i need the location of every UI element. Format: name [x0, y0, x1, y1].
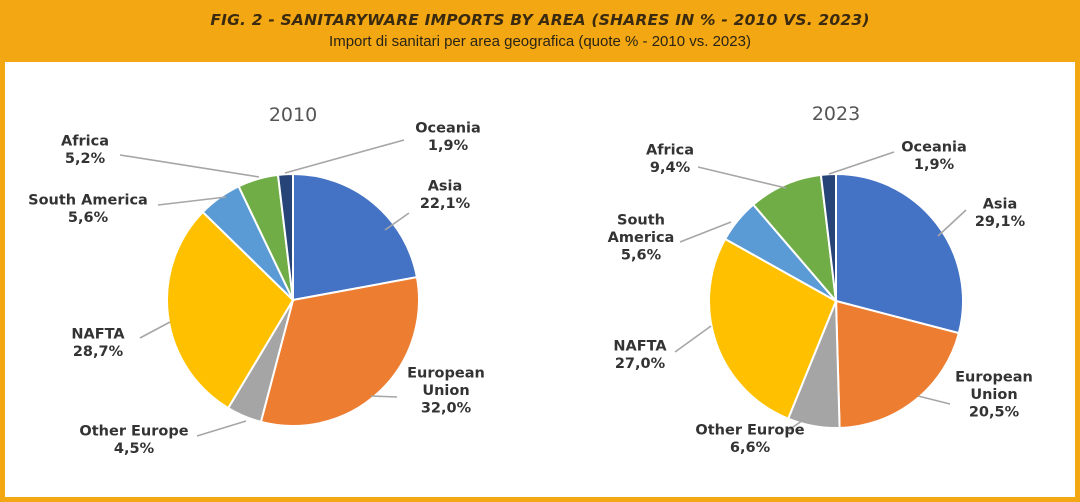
- pie-chart-2010: 2010 Asia 22,1% European Union 32,0% Other Eur…: [28, 104, 485, 457]
- slice-nafta: [166, 210, 295, 410]
- label-line: 5,6%: [621, 248, 662, 264]
- label-line: South: [617, 213, 665, 229]
- label-line: Union: [970, 387, 1017, 403]
- figure-title: FIG. 2 - SANITARYWARE IMPORTS BY AREA (S…: [210, 11, 870, 29]
- slice-european-union: [259, 276, 420, 427]
- data-label-africa: Africa 9,4%: [646, 142, 694, 176]
- label-line: Africa: [61, 133, 109, 149]
- chart-title: 2010: [269, 104, 317, 126]
- data-label-south-america: South America 5,6%: [608, 213, 675, 264]
- data-label-oceania: Oceania 1,9%: [415, 120, 481, 154]
- data-label-european-union: European Union 20,5%: [955, 370, 1033, 421]
- label-line: 27,0%: [615, 356, 666, 372]
- label-line: 22,1%: [420, 196, 471, 212]
- leader-line-oceania: [828, 151, 895, 175]
- label-line: Oceania: [415, 120, 481, 136]
- label-line: Oceania: [901, 139, 967, 155]
- leader-line-oceania: [284, 139, 405, 174]
- leader-line-asia: [384, 212, 410, 231]
- label-line: European: [407, 366, 485, 382]
- data-label-european-union: European Union 32,0%: [407, 366, 485, 417]
- slice-oceania: [819, 172, 837, 302]
- label-line: 28,7%: [73, 344, 124, 360]
- data-label-asia: Asia 22,1%: [420, 178, 471, 212]
- data-label-nafta: NAFTA 27,0%: [613, 338, 667, 372]
- slice-asia: [835, 172, 964, 335]
- leader-line-nafta: [674, 325, 712, 353]
- leader-line-south-america: [157, 196, 227, 206]
- label-line: 5,2%: [65, 151, 106, 167]
- label-line: South America: [28, 192, 148, 208]
- leader-line-other-europe: [785, 417, 807, 433]
- label-line: 1,9%: [428, 138, 469, 154]
- slice-european-union: [834, 299, 961, 429]
- label-line: 9,4%: [650, 160, 691, 176]
- leader-line-nafta: [139, 321, 171, 339]
- label-line: Other Europe: [695, 422, 804, 438]
- label-line: 32,0%: [421, 401, 472, 417]
- label-line: Africa: [646, 142, 694, 158]
- data-label-africa: Africa 5,2%: [61, 133, 109, 167]
- label-line: European: [955, 370, 1033, 386]
- label-line: 6,6%: [730, 440, 771, 456]
- label-line: America: [608, 230, 675, 246]
- slice-asia: [292, 172, 419, 302]
- pie-chart-2023: 2023 Asia 29,1% European Union 20,5% Other Eur…: [608, 103, 1033, 456]
- leader-line-africa: [697, 166, 787, 189]
- leader-line-european-union: [370, 395, 398, 398]
- data-label-oceania: Oceania 1,9%: [901, 139, 967, 173]
- label-line: Asia: [428, 178, 463, 194]
- label-line: 1,9%: [914, 157, 955, 173]
- chart-title: 2023: [812, 103, 860, 125]
- label-line: Union: [422, 383, 469, 399]
- data-label-nafta: NAFTA 28,7%: [71, 326, 125, 360]
- figure-subtitle: Import di sanitari per area geografica (…: [329, 33, 751, 50]
- data-label-south-america: South America 5,6%: [28, 192, 148, 226]
- leader-line-south-america: [679, 221, 732, 243]
- leader-line-asia: [937, 209, 967, 237]
- label-line: Other Europe: [79, 423, 188, 439]
- slice-oceania: [276, 172, 294, 301]
- leader-line-other-europe: [196, 420, 247, 437]
- leader-line-european-union: [917, 395, 951, 405]
- label-line: NAFTA: [613, 338, 667, 354]
- label-line: 29,1%: [975, 214, 1026, 230]
- figure-header: FIG. 2 - SANITARYWARE IMPORTS BY AREA (S…: [5, 5, 1075, 62]
- label-line: 5,6%: [68, 210, 109, 226]
- data-label-asia: Asia 29,1%: [975, 196, 1026, 230]
- label-line: 4,5%: [114, 441, 155, 457]
- data-label-other-europe: Other Europe 6,6%: [695, 422, 804, 456]
- data-label-other-europe: Other Europe 4,5%: [79, 423, 188, 457]
- label-line: 20,5%: [969, 405, 1020, 421]
- leader-line-africa: [119, 154, 260, 178]
- label-line: Asia: [983, 196, 1018, 212]
- label-line: NAFTA: [71, 326, 125, 342]
